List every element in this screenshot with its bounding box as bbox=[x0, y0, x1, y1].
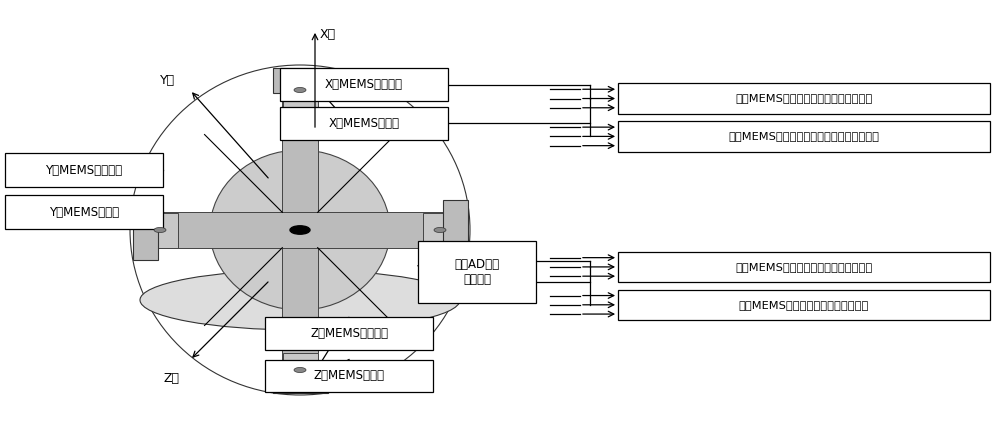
Text: Z轴: Z轴 bbox=[164, 371, 180, 384]
FancyBboxPatch shape bbox=[618, 83, 990, 114]
FancyBboxPatch shape bbox=[280, 107, 448, 140]
FancyBboxPatch shape bbox=[618, 252, 990, 282]
FancyBboxPatch shape bbox=[283, 72, 318, 107]
Circle shape bbox=[294, 368, 306, 373]
Text: 三轴MEMS陀螺仪角速度信号（数字量）: 三轴MEMS陀螺仪角速度信号（数字量） bbox=[735, 262, 873, 272]
FancyBboxPatch shape bbox=[422, 213, 458, 248]
FancyBboxPatch shape bbox=[280, 68, 448, 101]
Text: Y轴MEMS陀螺仪: Y轴MEMS陀螺仪 bbox=[49, 206, 119, 218]
Circle shape bbox=[290, 226, 310, 234]
FancyBboxPatch shape bbox=[272, 67, 328, 93]
Text: 陀螺AD信号
处理电路: 陀螺AD信号 处理电路 bbox=[454, 258, 500, 286]
Text: Y轴MEMS加速度计: Y轴MEMS加速度计 bbox=[45, 164, 123, 176]
FancyBboxPatch shape bbox=[5, 153, 163, 187]
FancyBboxPatch shape bbox=[618, 121, 990, 152]
Text: X轴MEMS加速度计: X轴MEMS加速度计 bbox=[325, 78, 403, 91]
Circle shape bbox=[294, 88, 306, 93]
Circle shape bbox=[434, 227, 446, 232]
Ellipse shape bbox=[140, 270, 460, 330]
Text: X轴MEMS陀螺仪: X轴MEMS陀螺仪 bbox=[329, 117, 400, 130]
Text: Y轴: Y轴 bbox=[160, 74, 175, 86]
Text: 三轴MEMS陀螺仪温度信号（数字量）: 三轴MEMS陀螺仪温度信号（数字量） bbox=[739, 300, 869, 310]
FancyBboxPatch shape bbox=[618, 290, 990, 320]
FancyBboxPatch shape bbox=[265, 360, 433, 392]
FancyBboxPatch shape bbox=[272, 368, 328, 392]
Ellipse shape bbox=[210, 150, 390, 310]
FancyBboxPatch shape bbox=[282, 75, 318, 385]
FancyBboxPatch shape bbox=[265, 317, 433, 350]
FancyBboxPatch shape bbox=[143, 213, 178, 248]
Text: X轴: X轴 bbox=[320, 28, 336, 41]
FancyBboxPatch shape bbox=[132, 200, 158, 260]
FancyBboxPatch shape bbox=[5, 195, 163, 229]
FancyBboxPatch shape bbox=[442, 200, 468, 260]
FancyBboxPatch shape bbox=[145, 212, 455, 248]
FancyBboxPatch shape bbox=[418, 241, 536, 303]
Text: Z轴MEMS陀螺仪: Z轴MEMS陀螺仪 bbox=[314, 370, 385, 382]
Text: 三轴MEMS加速度计温度信号（模拟量）: 三轴MEMS加速度计温度信号（模拟量） bbox=[735, 93, 873, 104]
Text: Z轴MEMS加速度计: Z轴MEMS加速度计 bbox=[310, 328, 388, 340]
FancyBboxPatch shape bbox=[283, 352, 318, 387]
Text: 三轴MEMS加速度计线加速度信号（模拟量）: 三轴MEMS加速度计线加速度信号（模拟量） bbox=[728, 131, 880, 141]
Circle shape bbox=[154, 227, 166, 232]
